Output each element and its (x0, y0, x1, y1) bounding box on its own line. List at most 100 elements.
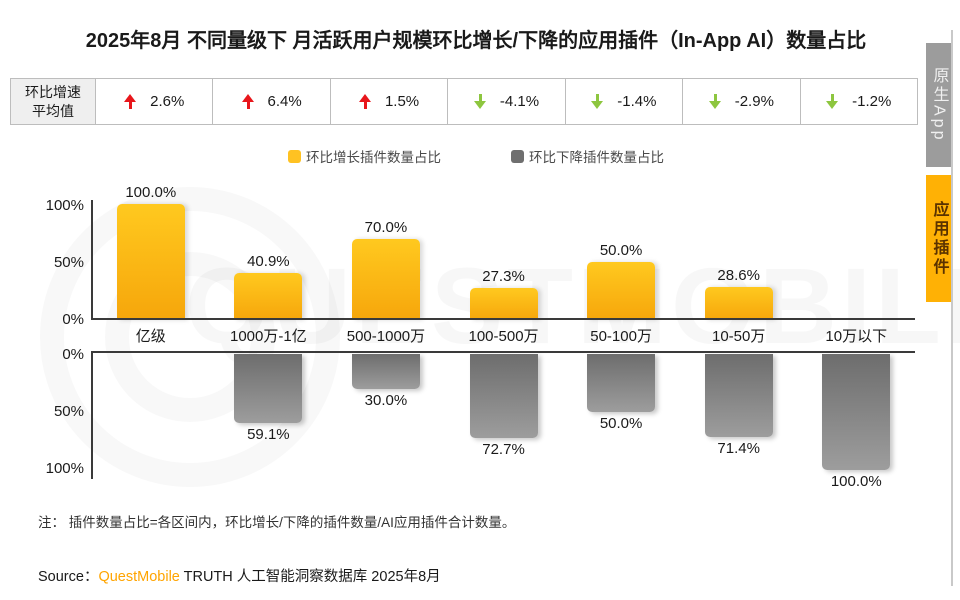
down-chart-y-axis (91, 351, 93, 479)
decline-bar-column: 59.1% (210, 354, 328, 470)
decline-bar-value: 72.7% (482, 441, 525, 459)
growth-bar (704, 286, 773, 320)
up-axis-tick-100: 100% (45, 197, 84, 214)
avg-growth-value: -2.9% (734, 93, 774, 110)
decline-bar-value: 71.4% (717, 439, 760, 457)
avg-growth-value: 2.6% (150, 93, 185, 110)
avg-growth-value: -1.4% (617, 93, 657, 110)
avg-growth-cell: -2.9% (682, 79, 800, 124)
avg-growth-table: 环比增速 平均值 2.6% 6.4% 1.5% -4.1% -1.4% -2.9% -1.2… (10, 78, 918, 125)
growth-bars-area: 100.0% 40.9% 70.0% 27.3% 50.0% 28.6% (92, 184, 915, 320)
source-brand: QuestMobile (98, 569, 180, 585)
avg-growth-value: 1.5% (384, 93, 420, 110)
category-label: 100-500万 (468, 328, 539, 345)
growth-bar (234, 272, 303, 320)
legend-item-decline: 环比下降插件数量占比 (511, 146, 664, 166)
growth-bar-value: 27.3% (482, 268, 525, 286)
avg-growth-cell: -4.1% (447, 79, 565, 124)
growth-bar-value: 28.6% (717, 266, 760, 284)
avg-growth-value: -1.2% (852, 93, 892, 110)
down-arrow-icon (708, 94, 722, 109)
growth-bar-column: 28.6% (680, 204, 798, 320)
decline-bar (822, 354, 891, 470)
footnote: 注： 插件数量占比=各区间内，环比增长/下降的插件数量/AI应用插件合计数量。 (38, 515, 516, 530)
down-axis-tick-100: 100% (45, 460, 84, 477)
category-label: 1000万-1亿 (230, 328, 307, 345)
avg-growth-header-line2: 平均值 (32, 102, 74, 119)
decline-bar-value: 59.1% (247, 425, 290, 443)
growth-swatch-icon (288, 149, 301, 163)
avg-growth-header: 环比增速 平均值 (11, 79, 95, 124)
avg-growth-value: 6.4% (267, 93, 302, 110)
source-prefix: Source： (38, 569, 99, 585)
down-axis-tick-0: 0% (62, 346, 84, 363)
avg-growth-cell: 2.6% (95, 79, 213, 124)
avg-growth-cell: -1.4% (564, 79, 683, 124)
growth-bar-value: 100.0% (125, 184, 177, 201)
legend-label: 环比下降插件数量占比 (529, 150, 664, 165)
avg-growth-cell: -1.2% (799, 79, 917, 124)
decline-bar-value: 30.0% (364, 391, 408, 409)
decline-bar (587, 354, 656, 412)
legend-label: 环比增长插件数量占比 (306, 150, 441, 165)
avg-growth-value: -4.1% (499, 93, 540, 110)
growth-bar (116, 204, 185, 320)
chart-legend: 环比增长插件数量占比 环比下降插件数量占比 (0, 146, 952, 166)
up-axis-tick-0: 0% (62, 311, 84, 328)
source-suffix: TRUTH 人工智能洞察数据库 2025年8月 (179, 569, 441, 585)
growth-bar-column: 50.0% (562, 204, 680, 320)
avg-growth-cell: 6.4% (212, 79, 330, 124)
right-edge-divider (951, 30, 953, 586)
legend-item-growth: 环比增长插件数量占比 (288, 146, 441, 166)
decline-bar-column: 100.0% (797, 354, 915, 490)
decline-bars-area: 59.1% 30.0% 72.7% 50.0% 71.4% 100.0% (92, 354, 915, 490)
growth-bar-value: 70.0% (364, 218, 408, 236)
page-title: 2025年8月 不同量级下 月活跃用户规模环比增长/下降的应用插件（In-App… (85, 30, 867, 52)
growth-bar-column: 100.0% (92, 184, 210, 320)
decline-swatch-icon (511, 149, 524, 163)
category-axis: 亿级 1000万-1亿 500-1000万 100-500万 50-100万 10-50万… (92, 325, 915, 346)
up-chart-baseline (91, 318, 915, 320)
growth-bar (469, 288, 538, 320)
avg-growth-cell: 1.5% (329, 79, 448, 124)
growth-bar-column: 27.3% (445, 204, 563, 320)
growth-bar-value: 50.0% (599, 242, 643, 259)
source-line: Source：QuestMobile TRUTH 人工智能洞察数据库 2025年… (38, 565, 441, 586)
decline-bar-column (92, 354, 210, 470)
avg-growth-header-line1: 环比增速 (25, 83, 81, 100)
growth-bar (351, 238, 420, 320)
growth-bar-value: 40.9% (247, 252, 290, 270)
category-label: 10万以下 (825, 328, 888, 345)
down-chart-baseline (91, 351, 915, 353)
decline-bar (234, 354, 303, 423)
decline-bar-column: 72.7% (445, 354, 563, 470)
category-label: 10-50万 (711, 328, 766, 345)
tab-native-app[interactable]: 原生App (926, 43, 951, 167)
up-chart-y-axis (91, 200, 93, 320)
growth-bar (587, 262, 656, 320)
down-arrow-icon (473, 94, 487, 109)
decline-bar-column: 71.4% (680, 354, 798, 470)
decline-bar-value: 50.0% (599, 415, 643, 432)
up-arrow-icon (358, 94, 372, 109)
category-label: 亿级 (135, 328, 166, 345)
tab-in-app-plugin[interactable]: 应用插件 (926, 175, 951, 302)
decline-bar-column: 50.0% (562, 354, 680, 470)
up-arrow-icon (241, 94, 255, 109)
decline-bar (704, 354, 773, 437)
decline-bar (351, 354, 420, 389)
decline-bar (469, 354, 538, 439)
growth-bar-column: 40.9% (210, 204, 328, 320)
growth-bar-column: 70.0% (327, 204, 445, 320)
down-axis-tick-50: 50% (53, 403, 84, 420)
decline-bar-column: 30.0% (327, 354, 445, 470)
down-arrow-icon (591, 94, 604, 109)
down-arrow-icon (826, 94, 839, 109)
decline-bar-value: 100.0% (830, 473, 882, 490)
up-axis-tick-50: 50% (53, 254, 84, 271)
growth-bar-column (797, 204, 915, 320)
category-label: 500-1000万 (346, 328, 426, 345)
category-label: 50-100万 (590, 328, 652, 345)
up-arrow-icon (124, 94, 137, 109)
